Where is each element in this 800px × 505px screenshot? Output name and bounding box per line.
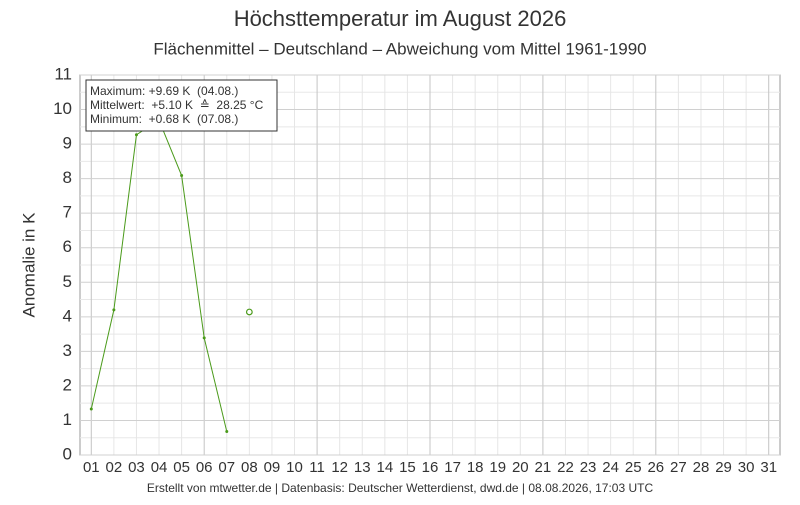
x-tick-label: 20: [512, 459, 529, 476]
x-tick-label: 13: [354, 459, 371, 476]
stats-box: Maximum: +9.69 K (04.08.)Mittelwert: +5.…: [85, 79, 278, 132]
x-tick-label: 16: [422, 459, 439, 476]
y-axis-label: Anomalie in K: [19, 212, 38, 318]
x-tick-label: 21: [535, 459, 552, 476]
x-tick-label: 31: [760, 459, 777, 476]
x-tick-label: 07: [218, 459, 235, 476]
x-tick-label: 02: [106, 459, 123, 476]
x-tick-label: 30: [738, 459, 755, 476]
stats-box-frame: [85, 79, 278, 132]
x-tick-label: 06: [196, 459, 213, 476]
x-tick-label: 14: [376, 459, 393, 476]
x-tick-label: 01: [83, 459, 100, 476]
x-tick-label: 04: [151, 459, 168, 476]
y-tick-label: 6: [63, 237, 72, 256]
x-tick-label: 12: [331, 459, 348, 476]
x-tick-label: 15: [399, 459, 416, 476]
x-tick-label: 19: [489, 459, 506, 476]
data-point: [225, 430, 229, 434]
x-tick-label: 29: [715, 459, 732, 476]
data-point: [245, 308, 253, 316]
stats-text: Maximum: +9.69 K (04.08.): [90, 84, 238, 98]
y-tick-label: 4: [63, 306, 72, 325]
y-tick-label: 5: [63, 272, 72, 291]
x-tick-label: 26: [647, 459, 664, 476]
y-tick-label: 9: [63, 134, 72, 153]
x-tick-label: 22: [557, 459, 574, 476]
data-point: [180, 174, 184, 178]
chart-title: Höchsttemperatur im August 2026: [234, 6, 567, 31]
x-tick-label: 05: [173, 459, 190, 476]
x-tick-label: 08: [241, 459, 258, 476]
x-tick-label: 09: [264, 459, 281, 476]
data-point: [89, 407, 93, 411]
x-tick-label: 24: [602, 459, 619, 476]
stats-text: Minimum: +0.68 K (07.08.): [90, 112, 238, 126]
y-tick-label: 2: [63, 375, 72, 394]
x-tick-label: 10: [286, 459, 303, 476]
x-tick-label: 25: [625, 459, 642, 476]
data-point: [134, 133, 138, 137]
y-tick-label: 11: [54, 64, 72, 83]
y-tick-label: 3: [63, 341, 72, 360]
x-tick-label: 17: [444, 459, 461, 476]
x-tick-label: 23: [580, 459, 597, 476]
y-tick-label: 1: [63, 410, 72, 429]
footer: Erstellt von mtwetter.de | Datenbasis: D…: [147, 481, 654, 495]
y-tick-label: 7: [63, 203, 72, 222]
data-point: [202, 336, 206, 340]
stats-text: Mittelwert: +5.10 K ≙ 28.25 °C: [90, 98, 264, 112]
data-point: [112, 308, 116, 312]
y-tick-label: 8: [63, 168, 72, 187]
y-tick-label: 0: [63, 444, 72, 463]
chart-subtitle: Flächenmittel – Deutschland – Abweichung…: [153, 39, 646, 58]
x-tick-label: 27: [670, 459, 687, 476]
x-tick-label: 28: [693, 459, 710, 476]
x-tick-label: 11: [309, 459, 325, 476]
y-tick-label: 10: [53, 99, 72, 118]
x-tick-label: 03: [128, 459, 145, 476]
x-tick-label: 18: [467, 459, 484, 476]
